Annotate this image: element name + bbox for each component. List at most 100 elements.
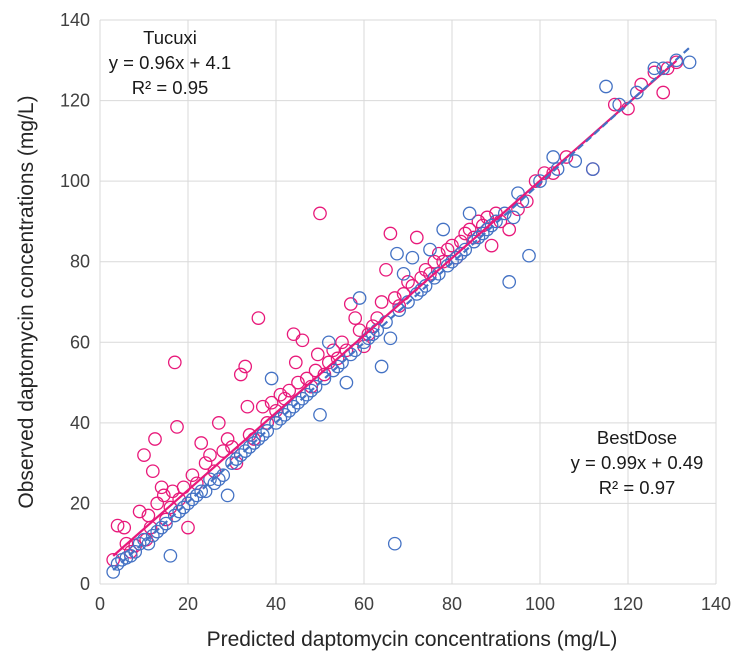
bestdose-point — [436, 222, 451, 237]
bestdose-point — [273, 411, 288, 426]
tucuxi-point — [374, 295, 389, 309]
y-tick-label: 60 — [70, 332, 90, 352]
bestdose-point — [132, 536, 147, 551]
bestdose-point — [172, 504, 187, 519]
tucuxi-point — [310, 347, 325, 362]
tucuxi-point — [519, 194, 534, 209]
tucuxi-point — [156, 488, 171, 503]
bestdose-point — [308, 379, 323, 394]
tucuxi-point — [291, 375, 305, 390]
bestdose-point — [467, 234, 481, 249]
tucuxi-point — [656, 85, 671, 100]
x-tick-label: 20 — [178, 594, 198, 614]
bestdose-point — [550, 162, 565, 176]
tucuxi-point — [132, 504, 147, 519]
y-tick-labels: 0 20 40 60 80 100 120 140 — [60, 10, 90, 594]
bestdose-point — [137, 532, 151, 547]
x-tick-label: 40 — [266, 594, 286, 614]
bestdose-point — [167, 508, 182, 523]
bestdose-point — [255, 428, 270, 442]
bestdose-point — [453, 246, 468, 261]
tucuxi-point — [163, 500, 178, 515]
bestdose-point — [181, 496, 195, 511]
tucuxi-point — [198, 456, 213, 470]
tucuxi-point — [117, 520, 132, 535]
tucuxi-point — [119, 536, 134, 551]
tucuxi-point — [559, 150, 574, 164]
tucuxi-point — [458, 226, 473, 241]
bestdose-point — [440, 258, 455, 273]
bestdose-point — [647, 61, 662, 76]
bestdose-point — [546, 150, 561, 164]
tucuxi-point — [181, 520, 195, 535]
tucuxi-point — [462, 222, 477, 237]
bestdose-point — [260, 424, 275, 438]
tucuxi-point — [220, 432, 235, 446]
bestdose-point — [238, 444, 253, 458]
bestdose-point — [233, 448, 248, 462]
tucuxi-point — [137, 448, 151, 462]
tucuxi-point — [440, 242, 455, 257]
bestdose-point — [247, 436, 261, 450]
tucuxi-point — [431, 246, 446, 261]
bestdose-point — [106, 565, 121, 579]
bestdose-point — [203, 472, 217, 487]
tucuxi-point — [352, 323, 367, 338]
bestdose-point — [599, 79, 613, 94]
bestdose-point — [585, 162, 600, 176]
tucuxi-point — [255, 399, 270, 414]
tucuxi-point — [288, 355, 303, 370]
bestdose-point — [176, 500, 191, 515]
bestdose-point — [299, 387, 314, 402]
bestdose-point — [471, 230, 486, 245]
bestdose-point — [229, 452, 244, 466]
x-tick-label: 80 — [442, 594, 462, 614]
tucuxi-point — [471, 214, 486, 229]
bestdose-point — [251, 432, 266, 446]
x-tick-label: 0 — [95, 594, 105, 614]
tucuxi-point — [233, 367, 248, 382]
bestdose-point — [383, 331, 398, 346]
tucuxi-point — [110, 518, 125, 533]
tucuxi-point — [502, 222, 517, 237]
bestdose-point — [321, 335, 336, 350]
bestdose-point — [669, 53, 684, 68]
tucuxi-point — [401, 275, 415, 289]
tucuxi-point — [546, 166, 561, 180]
bestdose-point — [128, 544, 143, 559]
x-axis-title: Predicted daptomycin concentrations (mg/… — [207, 628, 618, 651]
tucuxi-point — [282, 383, 297, 398]
bestdose-point — [387, 536, 402, 551]
bestdose-trendline — [112, 46, 691, 571]
x-tick-label: 140 — [701, 594, 731, 614]
tucuxi-point — [148, 432, 162, 446]
bestdose-point — [475, 226, 490, 241]
bestdose-point — [194, 484, 209, 499]
tucuxi-point — [167, 355, 182, 370]
bestdose-point — [123, 548, 138, 563]
bestdose-point — [330, 359, 345, 374]
bestdose-point — [423, 242, 437, 257]
x-tick-labels: 0 20 40 60 80 100 120 140 — [95, 594, 731, 614]
tucuxi-point — [484, 238, 499, 253]
tucuxi-point — [159, 512, 173, 527]
tucuxi-point — [240, 399, 255, 414]
bestdose-point — [163, 548, 178, 563]
y-tick-label: 20 — [70, 493, 90, 513]
bestdose-point — [291, 395, 305, 410]
bestdose-point — [150, 524, 165, 539]
bestdose-point — [682, 55, 697, 70]
bestdose-point — [629, 85, 644, 100]
series-bestdose — [106, 53, 697, 579]
tucuxi-annotation-equation: y = 0.96x + 4.1 — [109, 52, 231, 73]
tucuxi-point — [264, 395, 279, 410]
y-tick-label: 100 — [60, 171, 90, 191]
bestdose-point — [269, 416, 283, 430]
bestdose-point — [286, 399, 301, 414]
bestdose-point — [352, 291, 367, 305]
bestdose-point — [374, 359, 389, 374]
bestdose-point — [145, 528, 160, 543]
tucuxi-point — [170, 420, 184, 434]
y-tick-label: 120 — [60, 91, 90, 111]
